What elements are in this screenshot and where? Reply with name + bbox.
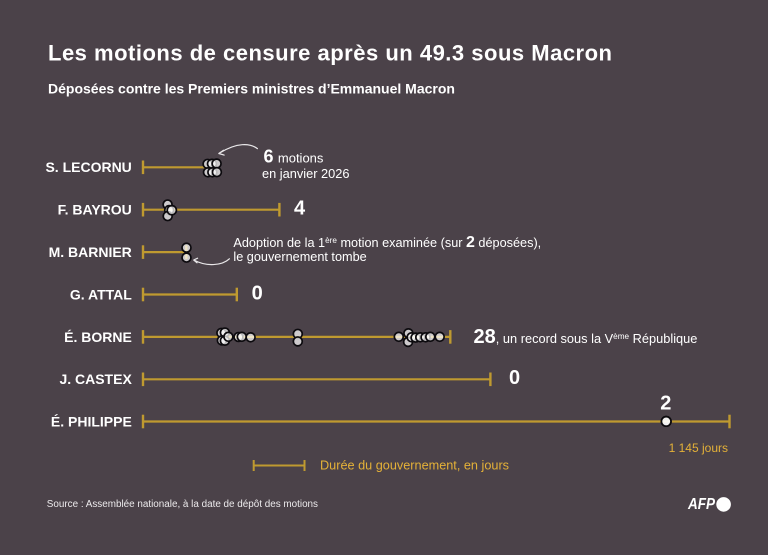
svg-text:motions: motions	[278, 151, 324, 166]
svg-text:AFP: AFP	[687, 496, 716, 513]
svg-text:Source : Assemblée nationale,: Source : Assemblée nationale, à la date …	[47, 499, 318, 510]
svg-text:É. PHILIPPE: É. PHILIPPE	[51, 413, 132, 429]
svg-text:1 145 jours: 1 145 jours	[669, 441, 728, 455]
svg-text:G. ATTAL: G. ATTAL	[70, 286, 132, 302]
svg-text:28: 28	[474, 326, 496, 348]
svg-text:Les motions de censure après u: Les motions de censure après un 49.3 sou…	[48, 41, 612, 66]
svg-text:2: 2	[660, 392, 671, 414]
svg-text:Déposées contre les Premiers m: Déposées contre les Premiers ministres d…	[48, 81, 455, 97]
svg-text:6: 6	[264, 147, 274, 167]
svg-text:S. LECORNU: S. LECORNU	[45, 159, 131, 175]
svg-text:Durée du gouvernement, en jour: Durée du gouvernement, en jours	[320, 459, 509, 473]
svg-text:0: 0	[509, 367, 520, 389]
svg-text:0: 0	[252, 282, 263, 304]
svg-text:Adoption de la 1ère motion exa: Adoption de la 1ère motion examinée (sur…	[233, 234, 541, 251]
svg-text:F. BAYROU: F. BAYROU	[58, 202, 132, 218]
svg-text:en janvier 2026: en janvier 2026	[262, 166, 350, 181]
svg-text:É. BORNE: É. BORNE	[64, 329, 132, 345]
svg-text:le gouvernement tombe: le gouvernement tombe	[233, 250, 366, 264]
svg-text:4: 4	[294, 198, 306, 220]
svg-text:, un record sous la Vème Répub: , un record sous la Vème République	[496, 331, 698, 346]
svg-text:J. CASTEX: J. CASTEX	[59, 371, 132, 387]
svg-text:M. BARNIER: M. BARNIER	[49, 244, 132, 260]
